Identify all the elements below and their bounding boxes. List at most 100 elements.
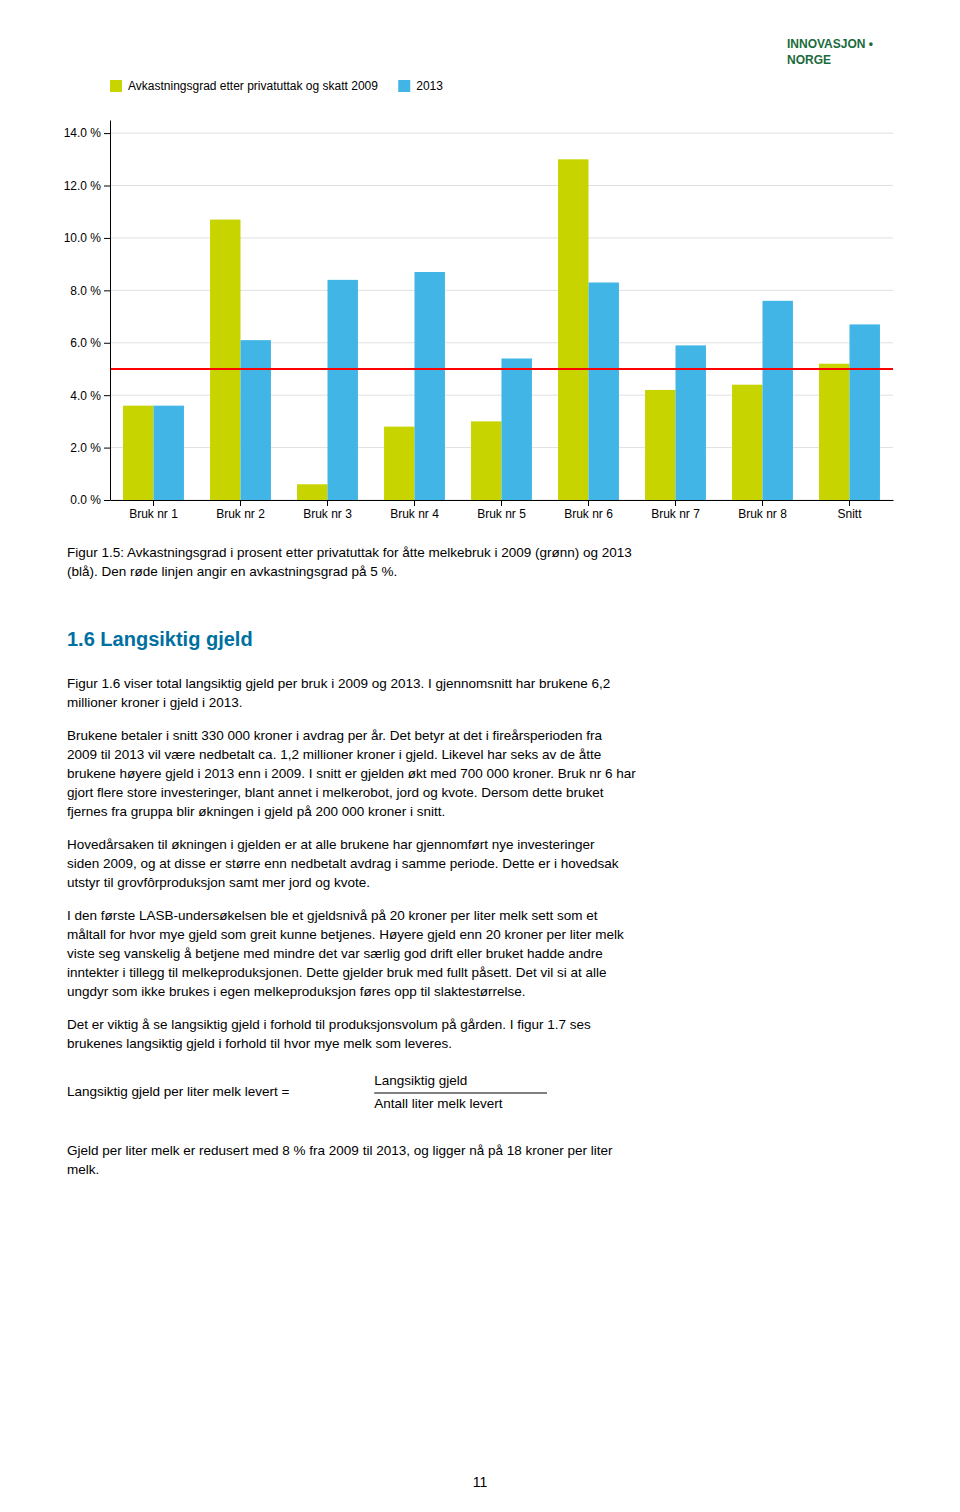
x-axis: Bruk nr 1 Bruk nr 2 Bruk nr 3 Bruk nr 4 Bruk… [111, 500, 894, 521]
text-line: Hovedårsaken til økningen i gjelden er a… [67, 837, 595, 852]
text-line: (blå). Den røde linjen angir en avkastni… [67, 564, 397, 579]
x-tick-label: Bruk nr 5 [477, 507, 526, 521]
x-tick-label: Bruk nr 7 [651, 507, 700, 521]
bar [732, 385, 762, 500]
y-tick: 10.0 % [64, 231, 110, 245]
paragraph: Det er viktig å se langsiktig gjeld i fo… [67, 1017, 591, 1051]
y-axis: 0.0 % 2.0 % 4.0 % 6.0 % 8.0 % 10.0 % 12.0 % 14.… [64, 121, 111, 508]
x-tick: Bruk nr 3 [303, 500, 352, 521]
bar [819, 364, 849, 500]
y-tick: 0.0 % [70, 493, 110, 507]
bar [154, 406, 184, 500]
x-tick-mark [588, 500, 589, 506]
page: INNOVASJON •NORGE 0.0 % 2.0 % 4.0 % 6.0 % 8.0… [0, 0, 960, 1512]
legend: Avkastningsgrad etter privatuttak og ska… [110, 79, 443, 93]
x-tick: Bruk nr 4 [390, 500, 439, 521]
x-tick: Snitt [837, 500, 862, 521]
formula-left: Langsiktig gjeld per liter melk levert = [67, 1084, 290, 1099]
legend-swatch [398, 80, 410, 92]
legend-item: Avkastningsgrad etter privatuttak og ska… [110, 79, 378, 93]
text-line: inntekter i tillegg til melkeproduksjone… [67, 965, 607, 980]
text-line: ungdyr som ikke brukes i egen melkeprodu… [67, 984, 525, 999]
y-tick-label: 6.0 % [70, 336, 101, 350]
x-tick: Bruk nr 1 [129, 500, 178, 521]
text-line: Langsiktig gjeld [374, 1073, 467, 1088]
paragraph: Figur 1.6 viser total langsiktig gjeld p… [67, 676, 610, 710]
text-line: Antall liter melk levert [374, 1096, 503, 1111]
x-tick: Bruk nr 8 [738, 500, 787, 521]
bar [241, 340, 271, 500]
text-line: fjernes fra gruppa blir økningen i gjeld… [67, 804, 445, 819]
body-text: Figur 1.5: Avkastningsgrad i prosent ett… [67, 545, 636, 1489]
text-line: brukenes langsiktig gjeld i forhold til … [67, 1036, 452, 1051]
x-tick: Bruk nr 6 [564, 500, 613, 521]
bar [645, 390, 675, 500]
chart: 0.0 % 2.0 % 4.0 % 6.0 % 8.0 % 10.0 % 12.0 % 14.… [64, 79, 894, 521]
paragraph: Gjeld per liter melk er redusert med 8 %… [67, 1143, 613, 1177]
bar [123, 406, 153, 500]
text-line: Figur 1.5: Avkastningsgrad i prosent ett… [67, 545, 632, 560]
legend-item: 2013 [398, 79, 443, 93]
caption: Figur 1.5: Avkastningsgrad i prosent ett… [67, 545, 632, 579]
text-line: Gjeld per liter melk er redusert med 8 %… [67, 1143, 613, 1158]
y-tick-mark [104, 500, 110, 501]
section-heading: 1.6 Langsiktig gjeld [67, 628, 253, 650]
bar [415, 272, 445, 500]
y-tick: 6.0 % [70, 336, 110, 350]
y-tick-mark [104, 133, 110, 134]
y-tick-label: 2.0 % [70, 441, 101, 455]
text-line: melk. [67, 1162, 99, 1177]
y-tick-label: 0.0 % [70, 493, 101, 507]
y-tick: 12.0 % [64, 179, 110, 193]
x-tick-label: Bruk nr 4 [390, 507, 439, 521]
bar [558, 159, 588, 500]
y-tick-label: 10.0 % [64, 231, 102, 245]
y-axis-line [110, 121, 111, 501]
y-tick-mark [104, 238, 110, 239]
x-tick-mark [153, 500, 154, 506]
y-tick-mark [104, 395, 110, 396]
text-line: måltall for hvor mye gjeld som greit kun… [67, 927, 624, 942]
grid-line [110, 133, 893, 134]
y-tick: 4.0 % [70, 389, 110, 403]
grid-line [110, 185, 893, 186]
x-tick-label: Bruk nr 8 [738, 507, 787, 521]
legend-label: 2013 [416, 79, 443, 93]
text-line: 11 [473, 1474, 488, 1490]
text-line: 1.6 Langsiktig gjeld [67, 628, 253, 650]
bar [328, 280, 358, 500]
x-tick-mark [675, 500, 676, 506]
fraction-line [374, 1093, 547, 1094]
y-tick-mark [104, 290, 110, 291]
y-tick: 8.0 % [70, 284, 110, 298]
bar [850, 324, 880, 500]
x-tick-mark [849, 500, 850, 506]
bar-series [123, 159, 849, 500]
x-tick-mark [414, 500, 415, 506]
bar-series [154, 272, 880, 500]
logo: INNOVASJON •NORGE [787, 37, 873, 67]
page-number: 11 [473, 1474, 488, 1490]
formula-denominator: Antall liter melk levert [374, 1096, 503, 1111]
y-tick-label: 12.0 % [64, 179, 102, 193]
text-line: Langsiktig gjeld per liter melk levert = [67, 1084, 290, 1099]
x-tick-label: Bruk nr 1 [129, 507, 178, 521]
grid [110, 133, 893, 500]
reference-line [110, 368, 893, 370]
bar [763, 301, 793, 500]
bar [502, 358, 532, 500]
plot-area [110, 159, 893, 500]
bar [384, 427, 414, 500]
x-tick: Bruk nr 5 [477, 500, 526, 521]
formula-numerator: Langsiktig gjeld [374, 1073, 467, 1088]
y-tick-mark [104, 343, 110, 344]
legend-label: Avkastningsgrad etter privatuttak og ska… [128, 79, 378, 93]
logo-text: INNOVASJON • [787, 37, 873, 51]
y-tick-mark [104, 186, 110, 187]
text-line: Figur 1.6 viser total langsiktig gjeld p… [67, 676, 610, 691]
y-tick-label: 8.0 % [70, 284, 101, 298]
text-line: siden 2009, og at disse er større enn ne… [67, 856, 619, 871]
x-tick: Bruk nr 2 [216, 500, 265, 521]
y-tick: 14.0 % [64, 126, 110, 140]
x-tick-label: Snitt [837, 507, 862, 521]
